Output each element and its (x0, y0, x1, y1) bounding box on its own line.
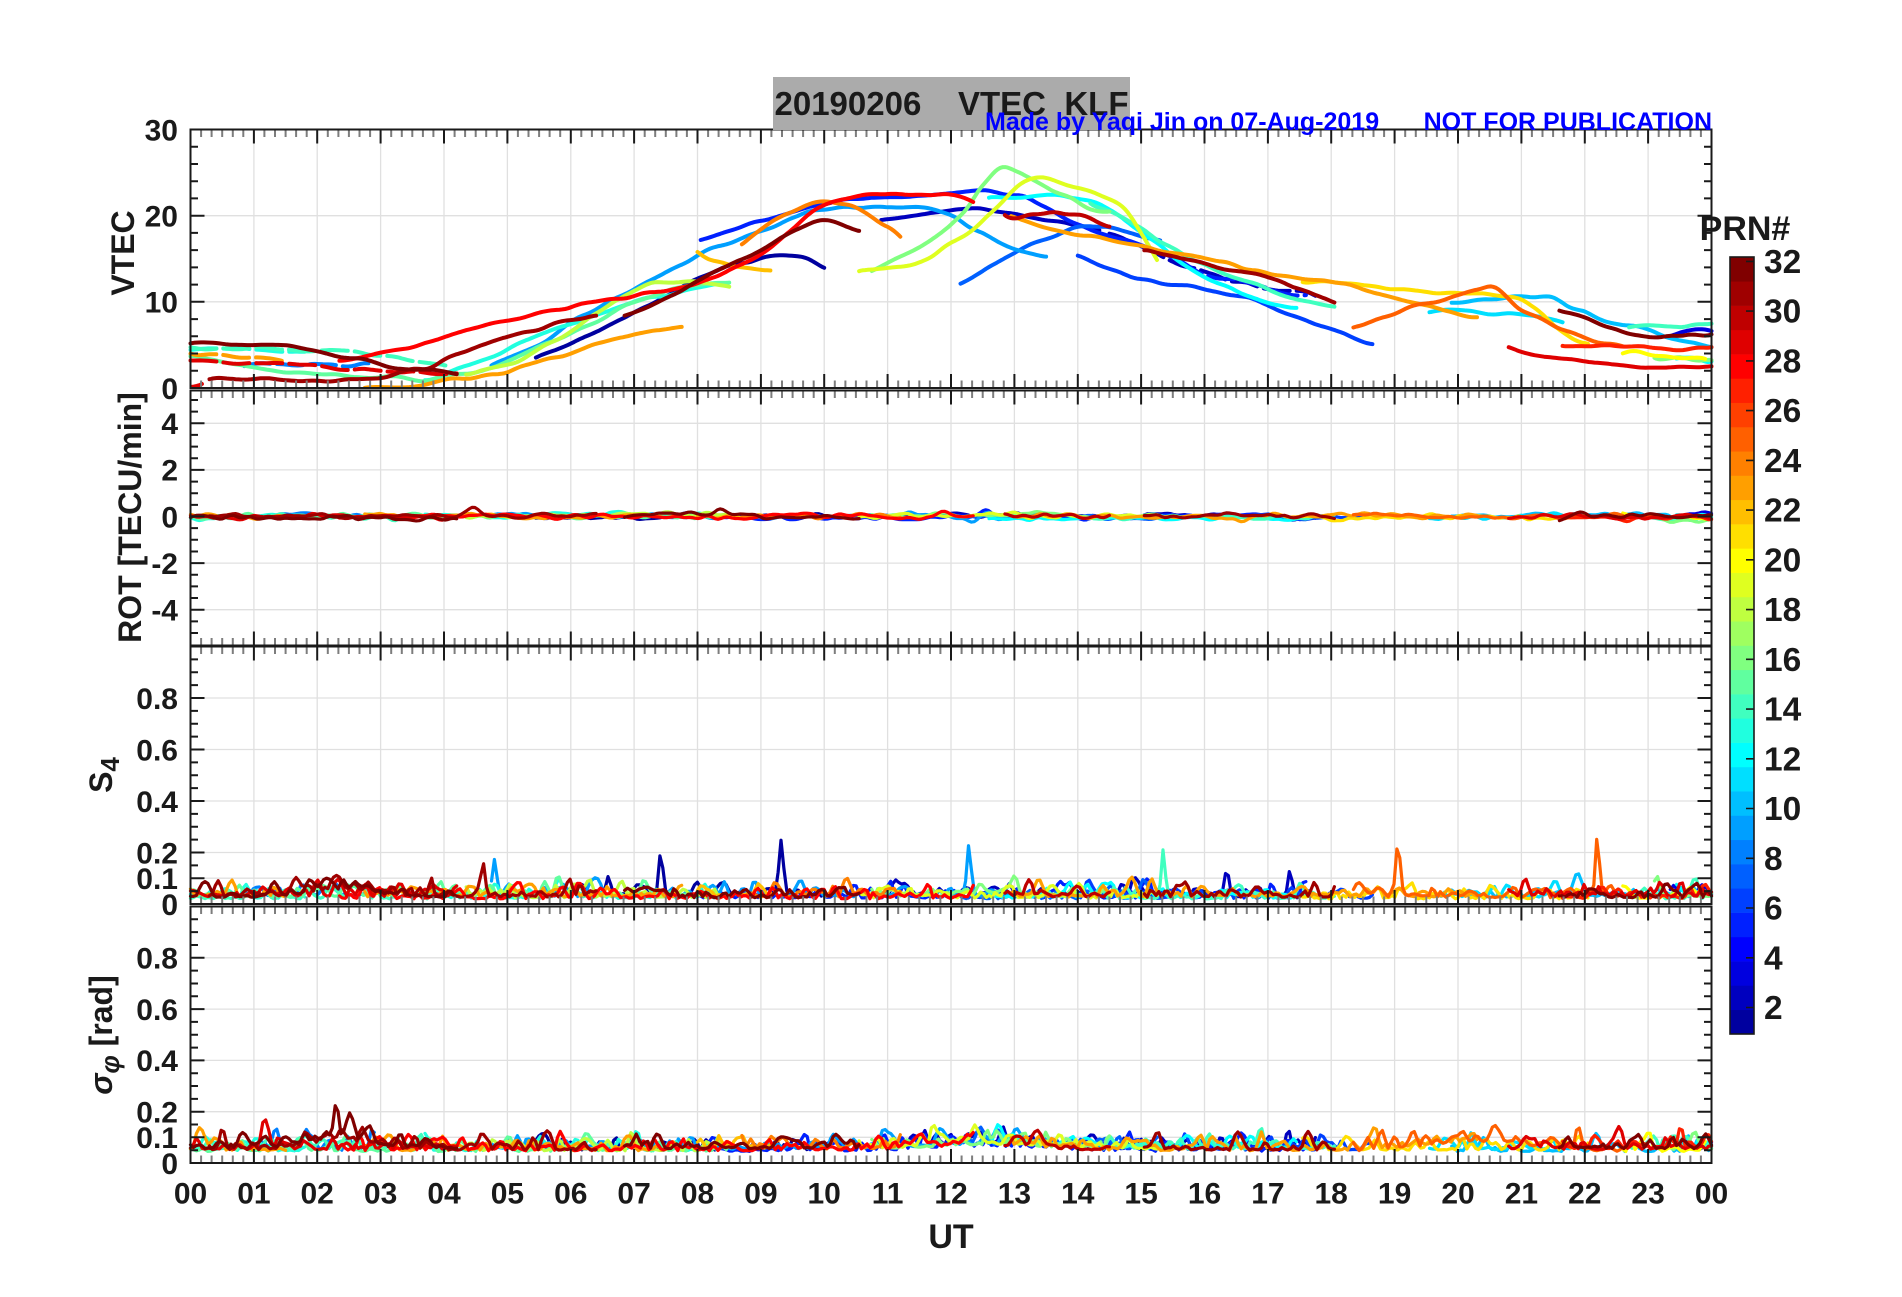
svg-text:2: 2 (1764, 990, 1783, 1027)
svg-text:18: 18 (1764, 592, 1801, 629)
svg-text:00: 00 (1695, 1178, 1728, 1211)
svg-text:0: 0 (161, 373, 178, 406)
svg-text:2: 2 (161, 455, 178, 488)
svg-text:06: 06 (554, 1178, 587, 1211)
svg-text:04: 04 (427, 1178, 461, 1211)
svg-text:02: 02 (301, 1178, 334, 1211)
svg-text:10: 10 (145, 287, 178, 320)
svg-text:20: 20 (1441, 1178, 1474, 1211)
svg-text:08: 08 (681, 1178, 714, 1211)
svg-text:4: 4 (161, 408, 178, 441)
svg-text:17: 17 (1251, 1178, 1284, 1211)
svg-text:Made by Yaqi Jin on 07-Aug-201: Made by Yaqi Jin on 07-Aug-2019 (985, 108, 1379, 136)
svg-text:05: 05 (491, 1178, 524, 1211)
svg-text:14: 14 (1764, 692, 1802, 729)
svg-text:20190206 VTEC KLF: 20190206 VTEC KLF (775, 85, 1129, 122)
svg-text:23: 23 (1631, 1178, 1664, 1211)
svg-text:07: 07 (617, 1178, 650, 1211)
svg-text:20: 20 (145, 201, 178, 234)
svg-text:12: 12 (1764, 741, 1801, 778)
svg-text:0.8: 0.8 (136, 943, 178, 976)
svg-text:13: 13 (998, 1178, 1031, 1211)
svg-text:σφ [rad]: σφ [rad] (83, 975, 125, 1095)
svg-text:19: 19 (1378, 1178, 1411, 1211)
svg-text:10: 10 (1764, 791, 1801, 828)
svg-text:24: 24 (1764, 443, 1802, 480)
svg-text:4: 4 (1764, 940, 1783, 977)
svg-text:15: 15 (1124, 1178, 1157, 1211)
svg-text:20: 20 (1764, 542, 1801, 579)
svg-text:8: 8 (1764, 841, 1783, 878)
svg-text:09: 09 (744, 1178, 777, 1211)
svg-text:10: 10 (808, 1178, 841, 1211)
svg-text:11: 11 (872, 1178, 904, 1211)
svg-text:12: 12 (934, 1178, 967, 1211)
svg-text:UT: UT (928, 1218, 974, 1256)
svg-text:0.2: 0.2 (136, 1097, 178, 1130)
svg-text:ROT [TECU/min]: ROT [TECU/min] (112, 392, 148, 643)
svg-text:01: 01 (237, 1178, 270, 1211)
svg-text:0.4: 0.4 (136, 786, 178, 819)
svg-text:18: 18 (1315, 1178, 1348, 1211)
svg-text:0.4: 0.4 (136, 1045, 178, 1078)
svg-text:0.6: 0.6 (136, 734, 178, 767)
svg-text:0.1: 0.1 (136, 863, 178, 896)
svg-text:0: 0 (161, 1148, 178, 1181)
svg-text:30: 30 (145, 114, 178, 147)
svg-text:28: 28 (1764, 343, 1801, 380)
svg-text:26: 26 (1764, 393, 1801, 430)
svg-text:0.6: 0.6 (136, 994, 178, 1027)
svg-text:21: 21 (1505, 1178, 1538, 1211)
svg-text:NOT FOR PUBLICATION: NOT FOR PUBLICATION (1424, 108, 1712, 136)
svg-text:PRN#: PRN# (1700, 210, 1791, 248)
svg-text:0: 0 (161, 889, 178, 922)
svg-text:30: 30 (1764, 294, 1801, 331)
svg-text:0.2: 0.2 (136, 837, 178, 870)
svg-text:22: 22 (1568, 1178, 1601, 1211)
svg-text:14: 14 (1061, 1178, 1095, 1211)
svg-text:00: 00 (174, 1178, 207, 1211)
svg-text:03: 03 (364, 1178, 397, 1211)
svg-text:22: 22 (1764, 493, 1801, 530)
svg-text:6: 6 (1764, 891, 1783, 928)
svg-text:0.1: 0.1 (136, 1122, 178, 1155)
svg-text:16: 16 (1764, 642, 1801, 679)
svg-text:16: 16 (1188, 1178, 1221, 1211)
svg-text:32: 32 (1764, 244, 1801, 281)
svg-text:0.8: 0.8 (136, 683, 178, 716)
svg-text:-2: -2 (151, 548, 178, 581)
svg-text:0: 0 (161, 501, 178, 534)
svg-text:-4: -4 (151, 595, 178, 628)
svg-text:VTEC: VTEC (105, 210, 141, 295)
